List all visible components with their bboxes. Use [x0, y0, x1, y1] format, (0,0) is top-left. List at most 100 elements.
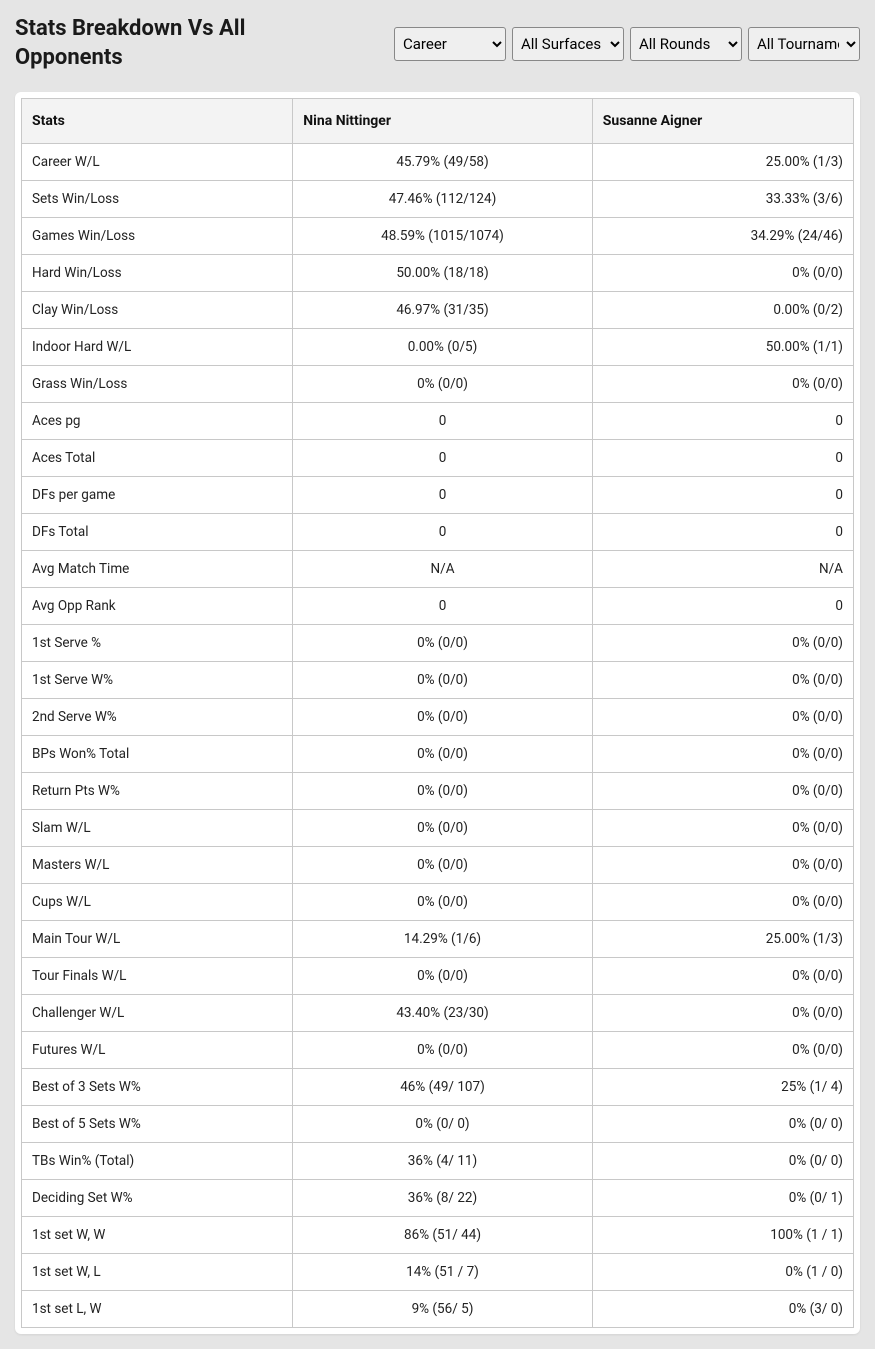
- stat-label-cell: Avg Match Time: [22, 551, 293, 588]
- stat-label-cell: Challenger W/L: [22, 995, 293, 1032]
- table-row: Futures W/L0% (0/0)0% (0/0): [22, 1032, 854, 1069]
- stat-label-cell: Grass Win/Loss: [22, 366, 293, 403]
- surface-select[interactable]: All Surfaces: [512, 27, 624, 61]
- stat-label-cell: TBs Win% (Total): [22, 1143, 293, 1180]
- table-row: Tour Finals W/L0% (0/0)0% (0/0): [22, 958, 854, 995]
- player2-value-cell: 0% (0/0): [592, 699, 853, 736]
- stat-label-cell: 1st set W, W: [22, 1217, 293, 1254]
- round-select[interactable]: All Rounds: [630, 27, 742, 61]
- stat-label-cell: Clay Win/Loss: [22, 292, 293, 329]
- player2-value-cell: 0% (0/0): [592, 995, 853, 1032]
- player2-value-cell: 0% (0/0): [592, 884, 853, 921]
- player1-value-cell: 0% (0/0): [293, 847, 592, 884]
- player1-value-cell: 0% (0/0): [293, 773, 592, 810]
- stat-label-cell: 1st Serve %: [22, 625, 293, 662]
- player1-value-cell: 46% (49/ 107): [293, 1069, 592, 1106]
- table-row: TBs Win% (Total)36% (4/ 11)0% (0/ 0): [22, 1143, 854, 1180]
- player2-value-cell: 0% (0/0): [592, 810, 853, 847]
- table-row: Best of 3 Sets W%46% (49/ 107)25% (1/ 4): [22, 1069, 854, 1106]
- stat-label-cell: Main Tour W/L: [22, 921, 293, 958]
- table-row: Best of 5 Sets W%0% (0/ 0)0% (0/ 0): [22, 1106, 854, 1143]
- player1-value-cell: 45.79% (49/58): [293, 144, 592, 181]
- table-row: Deciding Set W%36% (8/ 22)0% (0/ 1): [22, 1180, 854, 1217]
- player2-value-cell: 100% (1 / 1): [592, 1217, 853, 1254]
- table-row: Indoor Hard W/L0.00% (0/5)50.00% (1/1): [22, 329, 854, 366]
- col-header-player1: Nina Nittinger: [293, 99, 592, 144]
- player2-value-cell: 25.00% (1/3): [592, 921, 853, 958]
- table-row: Sets Win/Loss47.46% (112/124)33.33% (3/6…: [22, 181, 854, 218]
- player1-value-cell: 0: [293, 514, 592, 551]
- stat-label-cell: Hard Win/Loss: [22, 255, 293, 292]
- player1-value-cell: 0% (0/ 0): [293, 1106, 592, 1143]
- stat-label-cell: Best of 5 Sets W%: [22, 1106, 293, 1143]
- stats-table-container: Stats Nina Nittinger Susanne Aigner Care…: [15, 92, 860, 1334]
- table-row: Return Pts W%0% (0/0)0% (0/0): [22, 773, 854, 810]
- player2-value-cell: 0% (0/0): [592, 662, 853, 699]
- table-row: Cups W/L0% (0/0)0% (0/0): [22, 884, 854, 921]
- stat-label-cell: Return Pts W%: [22, 773, 293, 810]
- header-row: Stats Nina Nittinger Susanne Aigner: [22, 99, 854, 144]
- table-head: Stats Nina Nittinger Susanne Aigner: [22, 99, 854, 144]
- table-row: Avg Match TimeN/AN/A: [22, 551, 854, 588]
- player1-value-cell: 0: [293, 403, 592, 440]
- table-row: Challenger W/L43.40% (23/30)0% (0/0): [22, 995, 854, 1032]
- stat-label-cell: Best of 3 Sets W%: [22, 1069, 293, 1106]
- player2-value-cell: 0% (0/ 0): [592, 1106, 853, 1143]
- page-title: Stats Breakdown Vs All Opponents: [15, 15, 295, 72]
- player2-value-cell: 0.00% (0/2): [592, 292, 853, 329]
- table-row: Aces pg00: [22, 403, 854, 440]
- player1-value-cell: N/A: [293, 551, 592, 588]
- player2-value-cell: 0% (1 / 0): [592, 1254, 853, 1291]
- table-row: DFs per game00: [22, 477, 854, 514]
- player1-value-cell: 0% (0/0): [293, 884, 592, 921]
- table-row: Masters W/L0% (0/0)0% (0/0): [22, 847, 854, 884]
- page-header: Stats Breakdown Vs All Opponents Career …: [15, 15, 860, 72]
- player2-value-cell: 0% (0/0): [592, 847, 853, 884]
- player2-value-cell: 25% (1/ 4): [592, 1069, 853, 1106]
- stat-label-cell: Sets Win/Loss: [22, 181, 293, 218]
- table-row: Games Win/Loss48.59% (1015/1074)34.29% (…: [22, 218, 854, 255]
- player2-value-cell: 0% (0/ 0): [592, 1143, 853, 1180]
- stat-label-cell: Tour Finals W/L: [22, 958, 293, 995]
- stat-label-cell: 2nd Serve W%: [22, 699, 293, 736]
- player2-value-cell: 0: [592, 514, 853, 551]
- player2-value-cell: 0: [592, 403, 853, 440]
- table-row: 2nd Serve W%0% (0/0)0% (0/0): [22, 699, 854, 736]
- player1-value-cell: 48.59% (1015/1074): [293, 218, 592, 255]
- player1-value-cell: 14% (51 / 7): [293, 1254, 592, 1291]
- tournament-select[interactable]: All Tournaments: [748, 27, 860, 61]
- stat-label-cell: Games Win/Loss: [22, 218, 293, 255]
- stat-label-cell: Slam W/L: [22, 810, 293, 847]
- player1-value-cell: 0% (0/0): [293, 958, 592, 995]
- player1-value-cell: 36% (4/ 11): [293, 1143, 592, 1180]
- stat-label-cell: Avg Opp Rank: [22, 588, 293, 625]
- player2-value-cell: 0% (0/0): [592, 625, 853, 662]
- player2-value-cell: 0: [592, 477, 853, 514]
- career-select[interactable]: Career: [394, 27, 506, 61]
- table-body: Career W/L45.79% (49/58)25.00% (1/3)Sets…: [22, 144, 854, 1328]
- table-row: Aces Total00: [22, 440, 854, 477]
- table-row: Avg Opp Rank00: [22, 588, 854, 625]
- player2-value-cell: 0% (0/0): [592, 736, 853, 773]
- table-row: Hard Win/Loss50.00% (18/18)0% (0/0): [22, 255, 854, 292]
- player2-value-cell: 34.29% (24/46): [592, 218, 853, 255]
- stat-label-cell: 1st set L, W: [22, 1291, 293, 1328]
- stat-label-cell: 1st Serve W%: [22, 662, 293, 699]
- table-row: BPs Won% Total0% (0/0)0% (0/0): [22, 736, 854, 773]
- stat-label-cell: Masters W/L: [22, 847, 293, 884]
- player1-value-cell: 36% (8/ 22): [293, 1180, 592, 1217]
- player1-value-cell: 0% (0/0): [293, 1032, 592, 1069]
- stat-label-cell: Career W/L: [22, 144, 293, 181]
- player2-value-cell: 0% (0/0): [592, 255, 853, 292]
- player2-value-cell: 0% (0/0): [592, 1032, 853, 1069]
- player1-value-cell: 47.46% (112/124): [293, 181, 592, 218]
- stat-label-cell: Indoor Hard W/L: [22, 329, 293, 366]
- player2-value-cell: 0% (3/ 0): [592, 1291, 853, 1328]
- stat-label-cell: Futures W/L: [22, 1032, 293, 1069]
- player2-value-cell: 25.00% (1/3): [592, 144, 853, 181]
- player2-value-cell: 50.00% (1/1): [592, 329, 853, 366]
- player1-value-cell: 0% (0/0): [293, 625, 592, 662]
- player2-value-cell: 0% (0/0): [592, 366, 853, 403]
- player1-value-cell: 86% (51/ 44): [293, 1217, 592, 1254]
- player1-value-cell: 0% (0/0): [293, 699, 592, 736]
